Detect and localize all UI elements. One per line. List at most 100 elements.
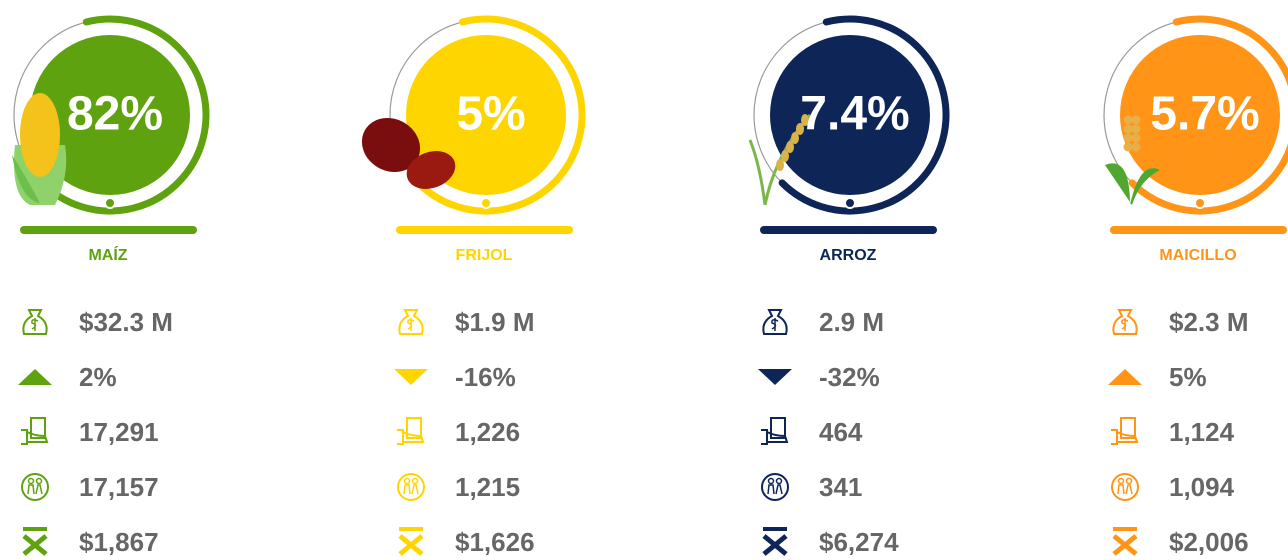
grain <box>781 150 789 162</box>
ring-dot <box>1194 197 1206 209</box>
grain <box>1131 115 1141 125</box>
dollar <box>407 318 415 331</box>
value-text: $2.3 M <box>1169 307 1249 337</box>
bean <box>361 117 421 173</box>
average-text: $1,626 <box>455 527 535 557</box>
people-text: 1,215 <box>455 472 520 502</box>
crop-name: MAICILLO <box>1159 247 1236 264</box>
triangle <box>758 369 792 385</box>
money-icon <box>22 309 48 335</box>
bodies <box>403 484 419 495</box>
head <box>27 477 35 485</box>
triangle <box>394 369 428 385</box>
average-icon <box>22 527 48 556</box>
bill <box>1120 417 1136 439</box>
grain <box>796 123 804 135</box>
bag <box>762 309 788 335</box>
percent: 82% <box>67 88 163 141</box>
producers-text: 1,226 <box>455 417 520 447</box>
money-icon <box>398 309 424 335</box>
stalk <box>748 139 767 206</box>
underline <box>1110 226 1287 234</box>
underline <box>396 226 573 234</box>
producers-text: 464 <box>819 417 863 447</box>
money-icon <box>762 309 788 335</box>
hand <box>397 429 425 445</box>
crop-illustration <box>361 117 456 189</box>
producers-icon <box>21 417 49 445</box>
x-mark <box>1112 534 1138 556</box>
ring-arc <box>778 15 950 215</box>
grain <box>1131 124 1141 134</box>
average-icon <box>762 527 788 556</box>
ring <box>397 473 425 501</box>
trend-icon <box>1108 369 1142 385</box>
bill <box>770 417 786 439</box>
grain <box>1131 133 1141 143</box>
producers-icon <box>761 417 789 445</box>
bag <box>1112 309 1138 335</box>
head <box>775 477 783 485</box>
ring-dot <box>844 197 856 209</box>
percent-circle <box>770 35 930 195</box>
change-text: 2% <box>79 362 117 392</box>
ring-arc <box>38 15 210 215</box>
leaf <box>12 155 40 203</box>
people-icon <box>397 473 425 501</box>
change-text: 5% <box>1169 362 1207 392</box>
x-mark <box>762 534 788 556</box>
percent: 7.4% <box>800 88 909 141</box>
cob <box>20 93 60 177</box>
bill <box>406 417 422 439</box>
crop-illustration <box>748 114 812 206</box>
ring <box>761 473 789 501</box>
people-icon <box>21 473 49 501</box>
people-text: 17,157 <box>79 472 159 502</box>
grain <box>1123 142 1133 152</box>
grain <box>1123 115 1133 125</box>
crop-name: FRIJOL <box>456 247 513 264</box>
head <box>1125 477 1133 485</box>
average-text: $1,867 <box>79 527 159 557</box>
average-text: $2,006 <box>1169 527 1249 557</box>
triangle <box>1108 369 1142 385</box>
crop-illustration <box>1105 115 1160 205</box>
producers-text: 1,124 <box>1169 417 1235 447</box>
bodies <box>767 484 783 495</box>
ring <box>21 473 49 501</box>
producers-text: 17,291 <box>79 417 159 447</box>
ring-arc <box>1128 15 1288 215</box>
crop-name: MAÍZ <box>88 245 127 264</box>
grain <box>801 114 809 126</box>
hand <box>21 429 49 445</box>
dollar <box>1121 318 1129 331</box>
x-mark <box>398 534 424 556</box>
producers-icon <box>1111 417 1139 445</box>
people-icon <box>761 473 789 501</box>
people-text: 1,094 <box>1169 472 1235 502</box>
ring-dot <box>480 197 492 209</box>
average-icon <box>1112 527 1138 556</box>
hand <box>761 429 789 445</box>
bodies <box>27 484 43 495</box>
triangle <box>18 369 52 385</box>
bill <box>30 417 46 439</box>
producers-icon <box>397 417 425 445</box>
percent: 5% <box>456 88 525 141</box>
bodies <box>1117 484 1133 495</box>
bag <box>22 309 48 335</box>
average-icon <box>398 527 424 556</box>
dollar <box>31 318 39 331</box>
money-icon <box>1112 309 1138 335</box>
value-text: 2.9 M <box>819 307 884 337</box>
average-text: $6,274 <box>819 527 899 557</box>
hand <box>1111 429 1139 445</box>
dollar <box>771 318 779 331</box>
value-text: $32.3 M <box>79 307 173 337</box>
ring-dot <box>104 197 116 209</box>
grain <box>776 159 784 171</box>
trend-icon <box>18 369 52 385</box>
change-text: -16% <box>455 362 516 392</box>
